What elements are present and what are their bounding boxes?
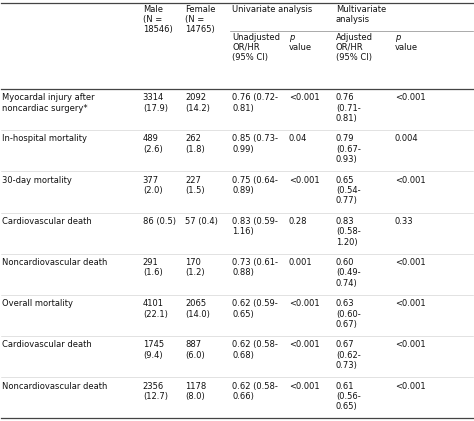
Text: 0.73 (0.61-
0.88): 0.73 (0.61- 0.88)	[232, 258, 278, 277]
Text: Cardiovascular death: Cardiovascular death	[2, 341, 92, 349]
Text: Adjusted: Adjusted	[336, 33, 373, 42]
Text: 3314
(17.9): 3314 (17.9)	[143, 93, 168, 112]
Text: 0.85 (0.73-
0.99): 0.85 (0.73- 0.99)	[232, 134, 278, 154]
Text: OR/HR: OR/HR	[336, 43, 364, 52]
Text: <0.001: <0.001	[395, 341, 426, 349]
Text: Univariate analysis: Univariate analysis	[232, 5, 312, 14]
Text: 0.60
(0.49-
0.74): 0.60 (0.49- 0.74)	[336, 258, 361, 288]
Text: 170
(1.2): 170 (1.2)	[185, 258, 205, 277]
Text: <0.001: <0.001	[289, 93, 319, 102]
Text: 0.28: 0.28	[289, 217, 307, 226]
Text: <0.001: <0.001	[289, 341, 319, 349]
Text: Myocardal injury after
noncardiac surgery*: Myocardal injury after noncardiac surger…	[2, 93, 95, 112]
Text: 0.33: 0.33	[395, 217, 413, 226]
Text: 0.83
(0.58-
1.20): 0.83 (0.58- 1.20)	[336, 217, 361, 247]
Text: 0.62 (0.59-
0.65): 0.62 (0.59- 0.65)	[232, 299, 278, 319]
Text: 2356
(12.7): 2356 (12.7)	[143, 381, 168, 401]
Text: Noncardiovascular death: Noncardiovascular death	[2, 381, 108, 391]
Text: 1178
(8.0): 1178 (8.0)	[185, 381, 206, 401]
Text: OR/HR: OR/HR	[232, 43, 260, 52]
Text: 86 (0.5): 86 (0.5)	[143, 217, 176, 226]
Text: Male: Male	[143, 5, 163, 14]
Text: value: value	[395, 43, 418, 52]
Text: 291
(1.6): 291 (1.6)	[143, 258, 163, 277]
Text: 0.75 (0.64-
0.89): 0.75 (0.64- 0.89)	[232, 176, 278, 195]
Text: 0.65
(0.54-
0.77): 0.65 (0.54- 0.77)	[336, 176, 361, 205]
Text: 57 (0.4): 57 (0.4)	[185, 217, 218, 226]
Text: (N =: (N =	[185, 15, 204, 24]
Text: (N =: (N =	[143, 15, 162, 24]
Text: 0.04: 0.04	[289, 134, 307, 144]
Text: Cardiovascular death: Cardiovascular death	[2, 217, 92, 226]
Text: 489
(2.6): 489 (2.6)	[143, 134, 163, 154]
Text: 0.83 (0.59-
1.16): 0.83 (0.59- 1.16)	[232, 217, 278, 236]
Text: Multivariate: Multivariate	[336, 5, 386, 14]
Text: 0.001: 0.001	[289, 258, 312, 267]
Text: <0.001: <0.001	[395, 176, 426, 184]
Text: p: p	[289, 33, 294, 42]
Text: 30-day mortality: 30-day mortality	[2, 176, 72, 184]
Text: <0.001: <0.001	[395, 93, 426, 102]
Text: <0.001: <0.001	[395, 381, 426, 391]
Text: 0.67
(0.62-
0.73): 0.67 (0.62- 0.73)	[336, 341, 361, 370]
Text: 1745
(9.4): 1745 (9.4)	[143, 341, 164, 360]
Text: 887
(6.0): 887 (6.0)	[185, 341, 205, 360]
Text: p: p	[395, 33, 400, 42]
Text: 18546): 18546)	[143, 25, 173, 34]
Text: 2092
(14.2): 2092 (14.2)	[185, 93, 210, 112]
Text: 0.61
(0.56-
0.65): 0.61 (0.56- 0.65)	[336, 381, 361, 411]
Text: value: value	[289, 43, 312, 52]
Text: Overall mortality: Overall mortality	[2, 299, 73, 308]
Text: (95% CI): (95% CI)	[336, 53, 372, 62]
Text: 0.63
(0.60-
0.67): 0.63 (0.60- 0.67)	[336, 299, 361, 329]
Text: Unadjusted: Unadjusted	[232, 33, 280, 42]
Text: 0.79
(0.67-
0.93): 0.79 (0.67- 0.93)	[336, 134, 361, 164]
Text: <0.001: <0.001	[289, 299, 319, 308]
Text: 0.62 (0.58-
0.68): 0.62 (0.58- 0.68)	[232, 341, 278, 360]
Text: <0.001: <0.001	[289, 381, 319, 391]
Text: In-hospital mortality: In-hospital mortality	[2, 134, 87, 144]
Text: 0.76 (0.72-
0.81): 0.76 (0.72- 0.81)	[232, 93, 278, 112]
Text: 0.004: 0.004	[395, 134, 419, 144]
Text: (95% CI): (95% CI)	[232, 53, 268, 62]
Text: <0.001: <0.001	[395, 299, 426, 308]
Text: 377
(2.0): 377 (2.0)	[143, 176, 163, 195]
Text: 262
(1.8): 262 (1.8)	[185, 134, 205, 154]
Text: 227
(1.5): 227 (1.5)	[185, 176, 205, 195]
Text: 0.62 (0.58-
0.66): 0.62 (0.58- 0.66)	[232, 381, 278, 401]
Text: Noncardiovascular death: Noncardiovascular death	[2, 258, 108, 267]
Text: Female: Female	[185, 5, 216, 14]
Text: analysis: analysis	[336, 15, 370, 24]
Text: <0.001: <0.001	[395, 258, 426, 267]
Text: 2065
(14.0): 2065 (14.0)	[185, 299, 210, 319]
Text: 4101
(22.1): 4101 (22.1)	[143, 299, 168, 319]
Text: <0.001: <0.001	[289, 176, 319, 184]
Text: 14765): 14765)	[185, 25, 215, 34]
Text: 0.76
(0.71-
0.81): 0.76 (0.71- 0.81)	[336, 93, 361, 123]
